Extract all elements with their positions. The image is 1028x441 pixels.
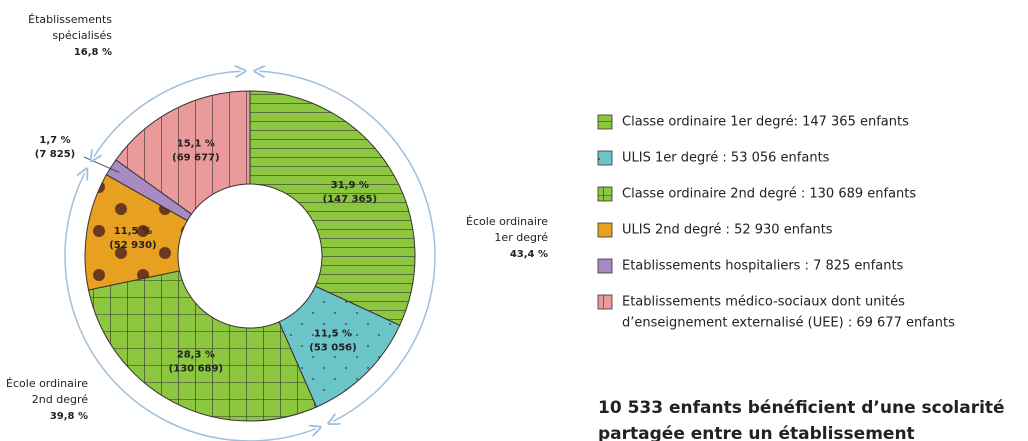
slice-count: (69 677) <box>172 153 219 164</box>
legend-swatch <box>597 294 613 310</box>
donut-slice <box>249 90 416 326</box>
legend-label: Etablissements hospitaliers : 7 825 enfa… <box>622 259 904 274</box>
legend-swatch <box>597 258 613 274</box>
slice-count: (130 689) <box>169 363 223 374</box>
group-value: 43,4 % <box>510 249 548 260</box>
slice-label: 15,1 % <box>177 139 215 150</box>
legend-label: Etablissements médico-sociaux dont unité… <box>622 295 905 310</box>
slice-count: (53 056) <box>309 343 356 354</box>
legend-swatch <box>597 222 613 238</box>
note: 10 533 enfants bénéficient d’une scolari… <box>598 398 1005 418</box>
slice-count: (147 365) <box>323 194 377 205</box>
slice-label: 11,5 % <box>314 329 352 340</box>
legend-swatch <box>597 150 613 166</box>
group-value: 16,8 % <box>74 47 112 58</box>
group-label: École ordinaire <box>466 215 548 228</box>
legend-label: d’enseignement externalisé (UEE) : 69 67… <box>622 316 955 331</box>
note: partagée entre un établissement <box>598 424 915 441</box>
slice-label: 28,3 % <box>177 349 215 360</box>
group-label: spécialisés <box>52 29 112 42</box>
legend-label: ULIS 2nd degré : 52 930 enfants <box>622 223 833 238</box>
donut-slice <box>87 270 318 422</box>
slice-count: (7 825) <box>35 149 75 160</box>
slice-label: 31,9 % <box>331 180 369 191</box>
group-label: 1er degré <box>494 231 548 244</box>
slice-label: 11,5 % <box>114 226 152 237</box>
slice-label: 1,7 % <box>39 135 70 146</box>
group-arc <box>259 71 436 421</box>
slice-count: (52 930) <box>109 240 156 251</box>
legend-swatch <box>597 114 613 130</box>
legend-label: ULIS 1er degré : 53 056 enfants <box>622 151 830 166</box>
group-arc <box>94 71 241 157</box>
legend-swatch <box>597 186 613 202</box>
group-label: École ordinaire <box>6 377 88 390</box>
group-label: 2nd degré <box>32 393 88 406</box>
legend-label: Classe ordinaire 1er degré: 147 365 enfa… <box>622 115 909 130</box>
group-value: 39,8 % <box>50 411 88 422</box>
group-label: Établissements <box>28 13 112 26</box>
legend-label: Classe ordinaire 2nd degré : 130 689 enf… <box>622 187 916 202</box>
